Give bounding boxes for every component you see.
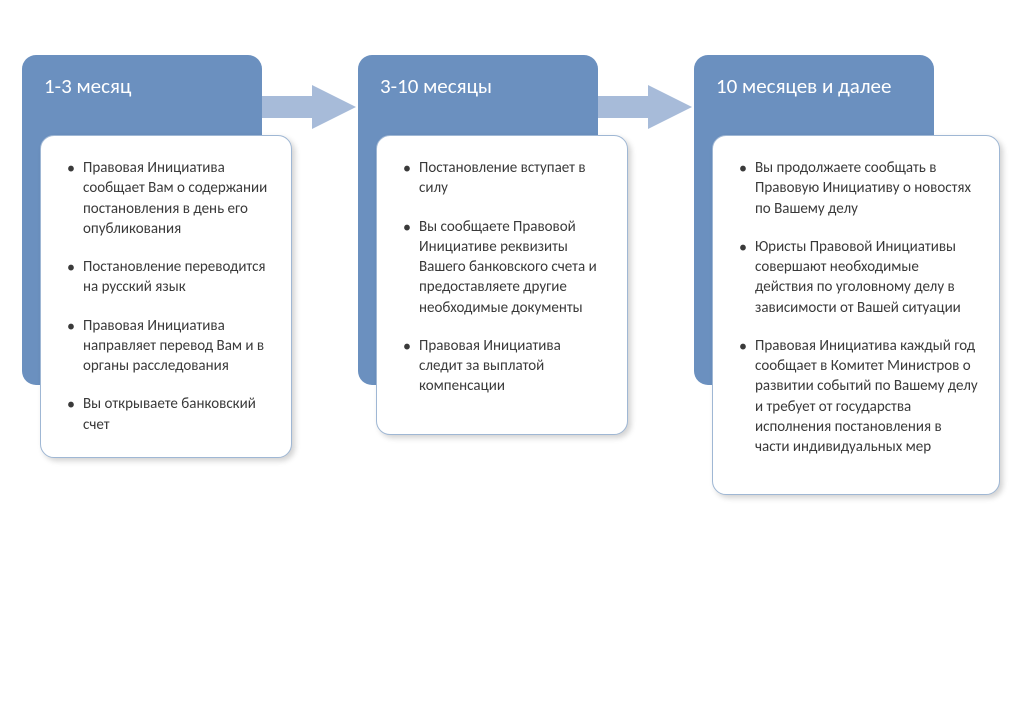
list-item: Правовая Инициатива сообщает Вам о содер… [67,158,271,239]
stage-1-list: Правовая Инициатива сообщает Вам о содер… [67,158,271,435]
list-item: Вы сообщаете Правовой Инициативе реквизи… [403,217,607,318]
stage-2-title: 3-10 месяцы [380,73,492,99]
list-item: Правовая Инициатива следит за выплатой к… [403,336,607,397]
list-item: Вы открываете банковский счет [67,394,271,435]
list-item: Правовая Инициатива каждый год сообщает … [739,336,979,458]
stage-3-card: Вы продолжаете сообщать в Правовую Иници… [712,135,1000,495]
list-item: Правовая Инициатива направляет перевод В… [67,316,271,377]
stage-2-card: Постановление вступает в силу Вы сообщае… [376,135,628,435]
list-item: Постановление вступает в силу [403,158,607,199]
stage-2-list: Постановление вступает в силу Вы сообщае… [403,158,607,397]
list-item: Постановление переводится на русский язы… [67,257,271,298]
stage-3-list: Вы продолжаете сообщать в Правовую Иници… [739,158,979,457]
arrow-2 [582,85,692,129]
stage-1-card: Правовая Инициатива сообщает Вам о содер… [40,135,292,458]
list-item: Вы продолжаете сообщать в Правовую Иници… [739,158,979,219]
arrow-1 [246,85,356,129]
stage-3-title: 10 месяцев и далее [716,73,891,99]
stage-1-title: 1-3 месяц [44,73,131,99]
list-item: Юристы Правовой Инициативы совершают нео… [739,237,979,318]
